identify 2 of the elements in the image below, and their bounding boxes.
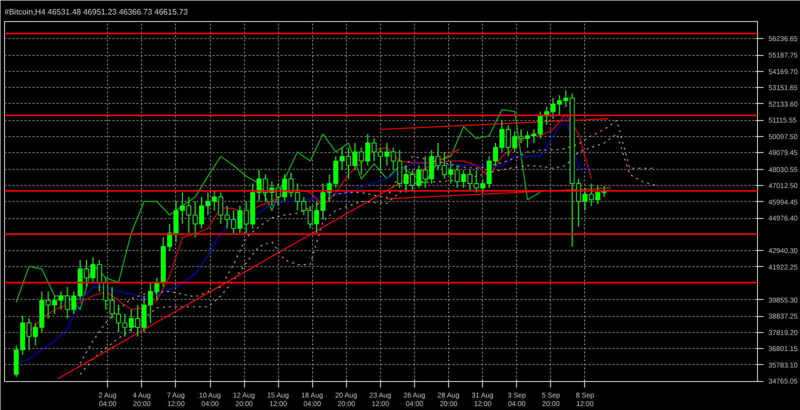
line-series: [16, 109, 541, 310]
chart-title: #Bitcoin,H4 46531.48 46951.23 46366.73 46615.73: [4, 8, 188, 16]
